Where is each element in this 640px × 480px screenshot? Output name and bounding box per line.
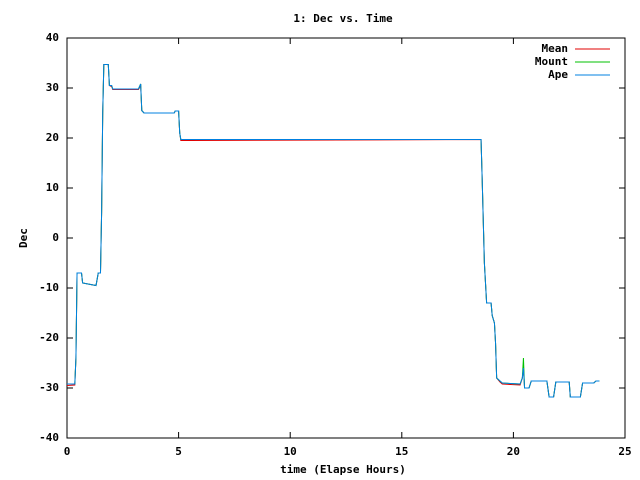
x-tick-label: 15: [395, 445, 408, 458]
y-tick-label: -30: [39, 381, 59, 394]
y-tick-label: 20: [46, 131, 59, 144]
series-line: [67, 64, 600, 398]
legend-label: Mount: [535, 55, 568, 68]
y-axis-label: Dec: [17, 228, 30, 248]
x-tick-label: 0: [64, 445, 71, 458]
y-tick-label: 0: [52, 231, 59, 244]
y-tick-label: 30: [46, 81, 59, 94]
legend-label: Ape: [548, 68, 568, 81]
y-tick-label: 40: [46, 31, 59, 44]
x-tick-label: 5: [175, 445, 182, 458]
y-tick-label: -20: [39, 331, 59, 344]
x-tick-label: 25: [618, 445, 631, 458]
y-tick-label: 10: [46, 181, 59, 194]
x-tick-label: 20: [507, 445, 520, 458]
y-tick-label: -40: [39, 431, 59, 444]
legend-label: Mean: [542, 42, 569, 55]
y-tick-label: -10: [39, 281, 59, 294]
x-axis-label: time (Elapse Hours): [280, 463, 406, 476]
chart-title: 1: Dec vs. Time: [293, 12, 393, 25]
x-tick-label: 10: [284, 445, 297, 458]
